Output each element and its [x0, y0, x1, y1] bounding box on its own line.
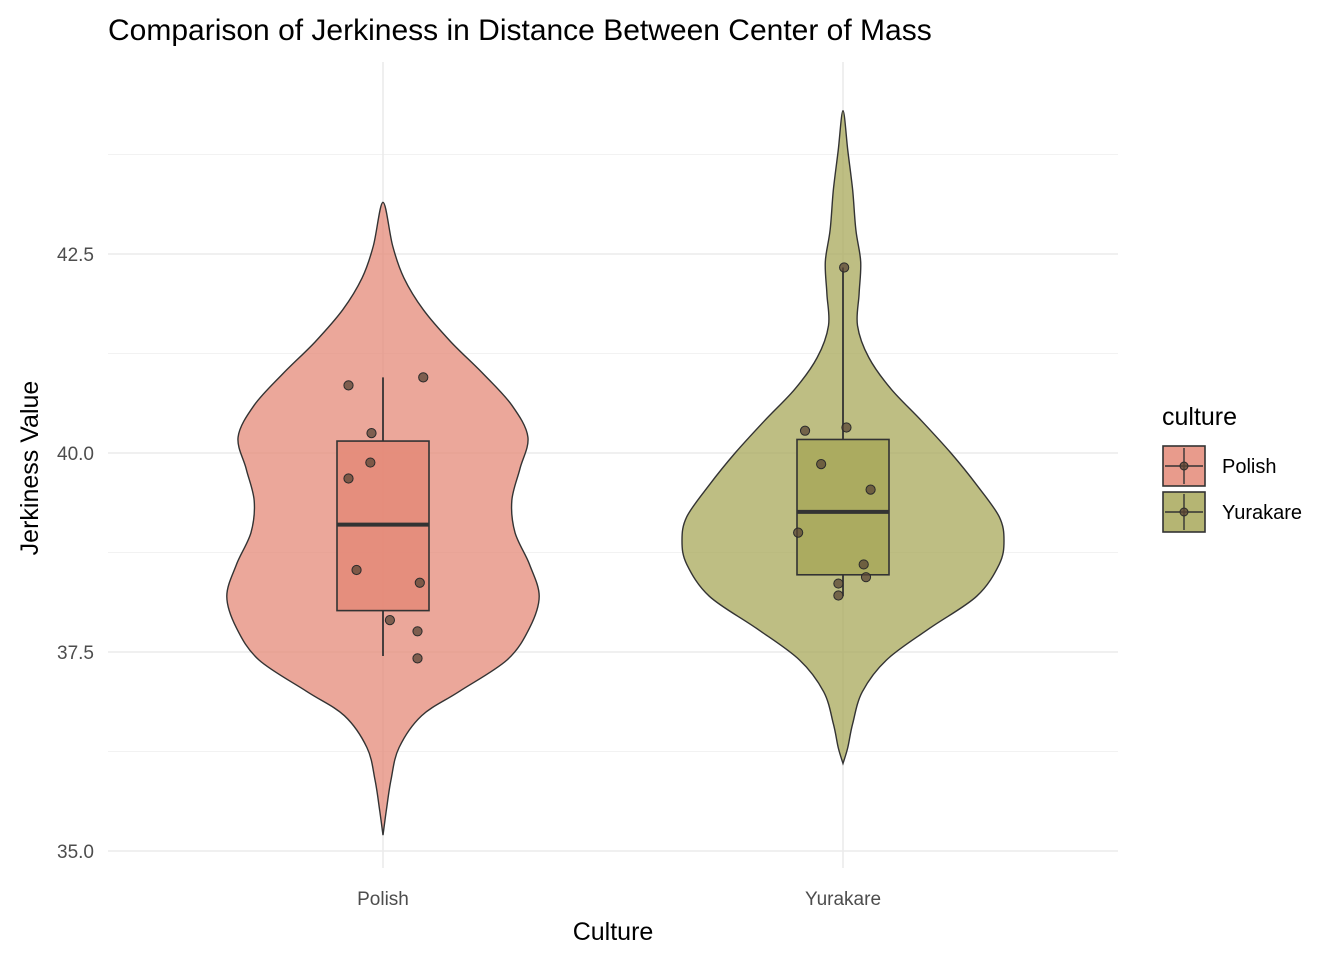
y-axis-title: Jerkiness Value — [16, 381, 44, 556]
data-point — [412, 626, 423, 637]
data-point — [799, 425, 811, 436]
data-point — [839, 262, 850, 273]
data-point — [418, 372, 429, 383]
data-point — [816, 459, 827, 470]
data-point — [833, 590, 844, 601]
x-axis-ticks: Polish Yurakare — [357, 889, 881, 910]
y-axis-ticks: 35.0 37.5 40.0 42.5 — [57, 245, 94, 863]
data-point — [366, 428, 377, 439]
y-tick-label: 40.0 — [57, 444, 94, 465]
legend-label: Polish — [1222, 456, 1276, 478]
y-tick-label: 37.5 — [57, 643, 94, 664]
legend-title: culture — [1162, 403, 1237, 431]
legend-key-point — [1179, 507, 1189, 517]
data-point — [351, 564, 362, 576]
data-point — [414, 577, 425, 588]
data-point — [343, 380, 354, 391]
legend: culture Polish Yurakare — [1162, 403, 1302, 533]
legend-label: Yurakare — [1222, 502, 1302, 524]
data-point — [412, 653, 423, 664]
legend-key-point — [1179, 461, 1189, 471]
x-tick-label: Yurakare — [805, 889, 881, 910]
boxplots — [336, 267, 890, 656]
data-point — [860, 572, 872, 583]
box-yurakare — [796, 438, 890, 576]
data-point — [384, 615, 395, 626]
x-tick-label: Polish — [357, 889, 409, 910]
data-point — [365, 457, 376, 468]
y-tick-label: 42.5 — [57, 245, 94, 266]
chart-title: Comparison of Jerkiness in Distance Betw… — [108, 14, 932, 47]
data-point — [833, 578, 844, 589]
x-axis-title: Culture — [573, 918, 654, 946]
legend-items: Polish Yurakare — [1162, 445, 1302, 533]
data-point — [841, 422, 852, 433]
data-point — [858, 559, 869, 570]
data-point — [343, 473, 354, 484]
y-tick-label: 35.0 — [57, 842, 94, 863]
data-point — [793, 527, 804, 538]
data-points — [343, 262, 876, 664]
data-point — [865, 484, 876, 495]
